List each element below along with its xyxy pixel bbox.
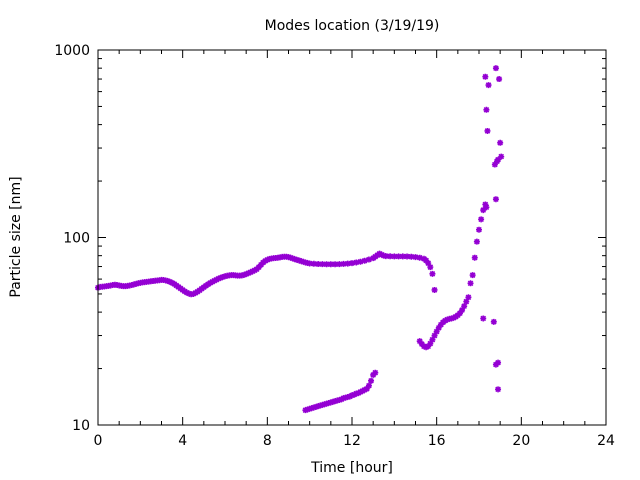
data-point: [423, 344, 430, 351]
data-point: [183, 289, 190, 296]
data-point: [485, 82, 492, 89]
data-point: [349, 260, 355, 267]
x-tick-label: 8: [263, 433, 272, 449]
data-point: [465, 294, 472, 301]
data-point: [404, 253, 411, 260]
x-axis-label: Time [hour]: [310, 460, 393, 476]
data-point: [482, 73, 489, 80]
data-point: [264, 256, 271, 263]
data-point: [306, 260, 313, 267]
axis-ticks: [97, 49, 607, 426]
data-point: [463, 298, 470, 305]
x-tick-label: 0: [94, 433, 103, 449]
data-point: [431, 332, 438, 339]
data-point: [368, 377, 375, 384]
x-tick-label: 20: [512, 433, 530, 449]
data-point: [353, 259, 360, 266]
data-point: [429, 336, 436, 343]
data-point: [425, 260, 432, 267]
data-point: [471, 254, 478, 261]
data-point: [496, 76, 503, 83]
data-point: [483, 106, 490, 113]
data-point: [473, 238, 480, 245]
data-point: [420, 343, 427, 350]
data-point: [416, 254, 423, 261]
data-point: [491, 161, 498, 168]
data-point: [245, 270, 252, 277]
y-tick-label: 10: [72, 418, 90, 434]
data-point: [427, 340, 434, 347]
plot-frame: [97, 49, 607, 426]
data-point: [365, 382, 372, 389]
data-point: [492, 196, 499, 203]
data-point: [408, 253, 415, 260]
data-point: [423, 257, 430, 264]
x-tick-label: 24: [597, 433, 615, 449]
data-point: [382, 253, 389, 260]
data-point: [412, 254, 419, 261]
data-point: [435, 324, 442, 331]
chart-title: Modes location (3/19/19): [265, 18, 440, 34]
y-tick-label: 100: [63, 231, 90, 247]
data-point: [483, 204, 490, 211]
x-tick-label: 16: [428, 433, 446, 449]
x-tick-label: 12: [343, 433, 361, 449]
data-point: [495, 359, 502, 366]
data-point: [478, 216, 485, 223]
x-tick-label: 4: [178, 433, 187, 449]
data-point: [190, 290, 197, 297]
data-point: [461, 303, 468, 310]
data-point: [498, 153, 505, 160]
data-point: [467, 280, 474, 287]
data-point: [497, 139, 504, 146]
data-point: [459, 307, 466, 314]
data-point: [469, 272, 476, 279]
data-point: [495, 156, 502, 163]
data-point: [310, 260, 317, 267]
data-point: [433, 328, 440, 335]
data-point: [215, 275, 222, 282]
data-point: [361, 257, 368, 264]
data-point: [332, 261, 339, 268]
data-point: [492, 65, 499, 72]
y-tick-label: 1000: [54, 43, 90, 59]
data-point: [323, 261, 330, 268]
tick-labels: 0 4 8 12 16 20 24 10 100 1000: [54, 43, 615, 449]
data-point: [484, 127, 491, 134]
data-point: [391, 253, 398, 260]
data-point: [480, 207, 487, 214]
data-point: [490, 318, 497, 325]
data-point: [456, 310, 463, 317]
data-point: [495, 386, 502, 393]
data-point: [399, 253, 406, 260]
data-point: [340, 260, 347, 267]
data-point: [363, 385, 370, 392]
y-axis-label: Particle size [nm]: [8, 176, 24, 297]
data-point: [425, 343, 432, 350]
data-point: [482, 201, 489, 208]
data-point: [243, 271, 250, 278]
data-point: [319, 261, 326, 268]
data-point: [365, 256, 372, 263]
data-point: [336, 261, 343, 268]
data-point: [395, 253, 402, 260]
data-point: [387, 253, 394, 260]
data-point: [315, 261, 322, 268]
data-point: [164, 278, 171, 285]
data-point: [480, 315, 487, 322]
data-markers: [95, 65, 505, 414]
data-point: [344, 260, 351, 267]
data-point: [357, 258, 364, 265]
data-point: [427, 264, 434, 271]
data-point: [429, 270, 436, 277]
data-point: [431, 286, 438, 293]
data-point: [476, 226, 482, 233]
data-point: [327, 261, 334, 268]
data-point: [372, 369, 379, 376]
data-point: [249, 268, 256, 275]
data-point: [416, 338, 423, 345]
